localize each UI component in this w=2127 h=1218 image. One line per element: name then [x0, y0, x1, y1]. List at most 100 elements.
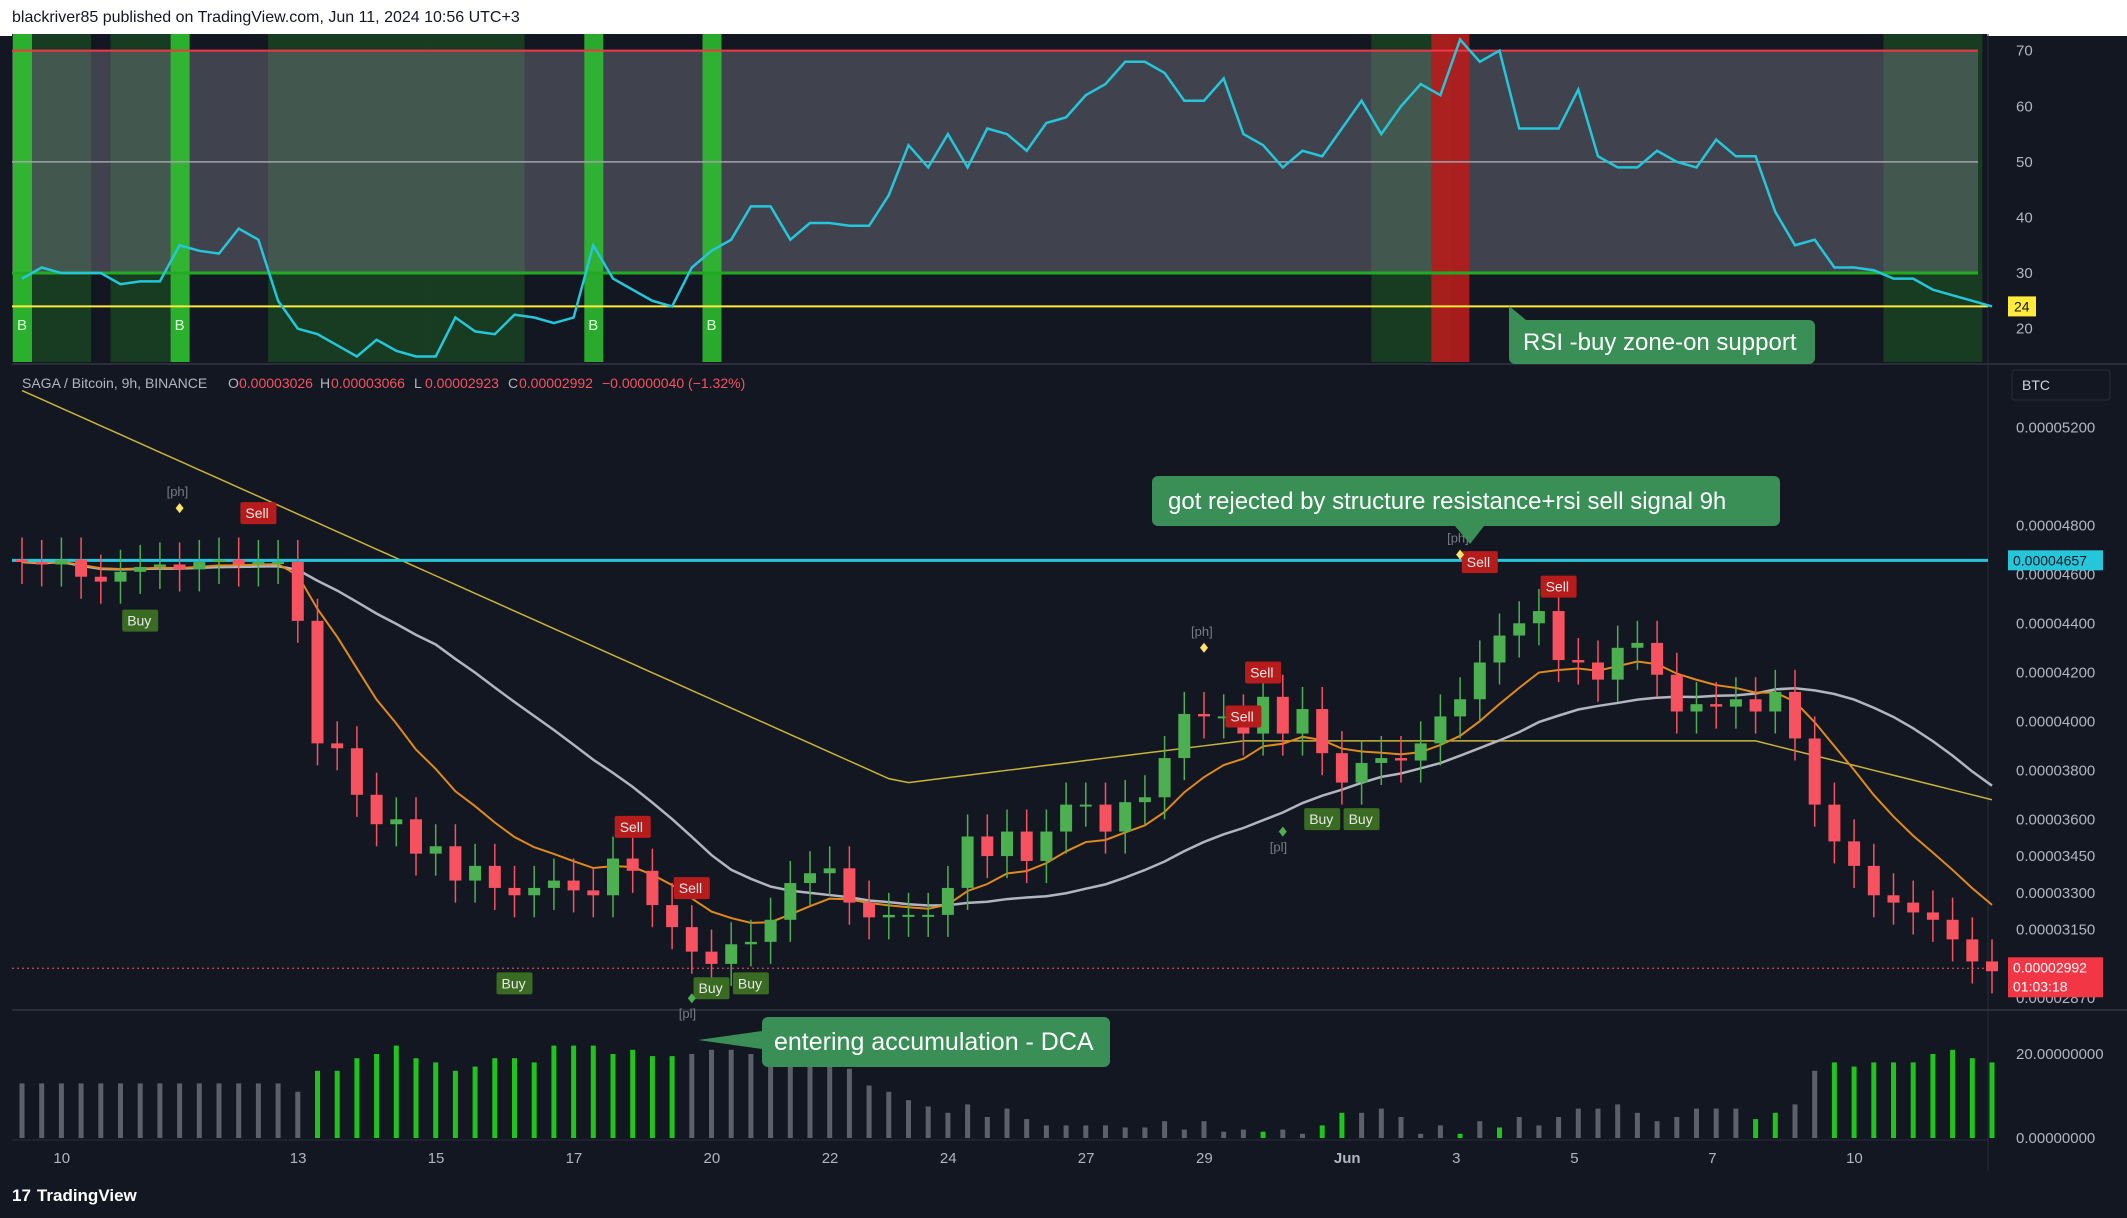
volume-bar	[906, 1100, 911, 1138]
time-axis-label: 10	[53, 1150, 70, 1167]
volume-bar	[137, 1083, 143, 1138]
rsi-buy-column	[584, 34, 604, 362]
time-axis-label: 13	[290, 1150, 307, 1167]
candle-body	[1198, 713, 1210, 717]
time-axis-label: 20	[704, 1150, 721, 1167]
volume-bar	[1575, 1108, 1581, 1138]
volume-bar	[945, 1112, 951, 1138]
candle-body	[1375, 758, 1388, 763]
ohlc-legend: SAGA / Bitcoin, 9h, BINANCE O 0.00003026 H 0…	[22, 375, 745, 391]
candle-body	[1690, 704, 1703, 712]
candle-body	[1001, 831, 1013, 857]
time-axis-label: 10	[1846, 1150, 1863, 1167]
currency-button[interactable]	[2011, 369, 2111, 401]
volume-bar	[354, 1058, 360, 1138]
volume-bar	[1497, 1127, 1502, 1138]
last-price-badge	[2008, 957, 2103, 998]
candle-body	[587, 890, 600, 896]
candle-body	[1729, 699, 1742, 707]
volume-bar	[630, 1049, 636, 1138]
candle-body	[981, 836, 994, 857]
volume-bar	[1556, 1117, 1562, 1138]
volume-bar	[1812, 1070, 1818, 1138]
legend-item: 0.00003026	[239, 375, 313, 391]
sell-signal-label: Sell	[1230, 709, 1253, 725]
time-axis-label: 22	[822, 1150, 839, 1167]
candle-body	[1611, 647, 1624, 680]
sell-signal	[1225, 705, 1262, 728]
volume-bar	[433, 1062, 439, 1138]
rsi-scale-label: 40	[2016, 209, 2033, 226]
tradingview-logo[interactable]: 17 TradingView	[12, 1186, 137, 1206]
time-axis-label: 17	[566, 1150, 583, 1167]
candle-body	[75, 559, 88, 577]
rsi-b-marker: B	[588, 317, 598, 334]
volume-bar	[1398, 1117, 1404, 1138]
candle-body	[291, 562, 304, 621]
volume-bar	[177, 1083, 183, 1138]
volume-bar	[512, 1058, 517, 1138]
time-axis-label: 7	[1708, 1150, 1716, 1167]
candle-body	[1119, 802, 1132, 832]
volume-bar	[275, 1083, 281, 1138]
volume-bar	[1063, 1125, 1069, 1138]
publisher-bar: blackriver85 published on TradingView.co…	[0, 0, 2127, 36]
candle-body	[1138, 797, 1151, 803]
volume-bar	[1851, 1066, 1857, 1138]
volume-bar	[728, 1049, 734, 1138]
volume-bar	[196, 1083, 202, 1138]
volume-bar	[1359, 1112, 1365, 1138]
pivot-marker	[1456, 549, 1465, 560]
volume-bar	[58, 1083, 64, 1138]
candle-body	[272, 562, 285, 565]
volume-bar	[393, 1045, 399, 1138]
candle-body	[16, 559, 28, 563]
volume-bar	[334, 1070, 340, 1138]
volume-bar	[689, 1054, 695, 1138]
rejection-callout-box	[1152, 476, 1780, 526]
legend-item: 0.00003066	[331, 375, 405, 391]
volume-bar	[1043, 1125, 1049, 1138]
volume-bar	[1004, 1108, 1010, 1138]
volume-bar	[19, 1083, 25, 1138]
candle-body	[1887, 895, 1900, 903]
candle-body	[1395, 758, 1407, 761]
volume-bar	[1536, 1125, 1542, 1138]
resistance-price-text: 0.00004657	[2013, 552, 2087, 568]
volume-bar	[886, 1091, 892, 1138]
volume-bar	[1378, 1108, 1384, 1138]
rsi-line	[21, 37, 1993, 358]
volume-bar	[39, 1083, 45, 1138]
volume-bar	[827, 1054, 833, 1138]
price-scale-label: 0.00003600	[2016, 811, 2095, 828]
rejection-callout-text: got rejected by structure resistance+rsi…	[1168, 488, 1726, 515]
candle-body	[1355, 762, 1368, 783]
volume-bar	[118, 1083, 123, 1138]
candle-body	[1217, 716, 1230, 719]
volume-bar	[98, 1083, 104, 1138]
candle-body	[1966, 939, 1979, 962]
candle-body	[1473, 662, 1486, 700]
pivot-high-label: [ph]	[1191, 624, 1213, 639]
volume-bar	[571, 1045, 577, 1138]
rsi-callout-box	[1509, 320, 1815, 364]
volume-bar	[1457, 1133, 1463, 1138]
candle-body	[331, 743, 344, 749]
pivot-marker	[1200, 642, 1208, 653]
last-price-text: 0.00002992	[2013, 959, 2087, 975]
volume-bar	[295, 1091, 301, 1138]
candle-body	[390, 819, 403, 825]
volume-bar	[807, 1049, 813, 1138]
candle-body	[370, 794, 383, 825]
candle-body	[1060, 804, 1073, 832]
candle-body	[902, 914, 915, 917]
price-scale-label: 0.00004800	[2016, 517, 2095, 534]
price-scale-label: 0.00003450	[2016, 848, 2095, 865]
long-ma-line	[21, 389, 1993, 801]
volume-bar	[1871, 1062, 1877, 1138]
countdown-text: 01:03:18	[2013, 978, 2068, 994]
candle-body	[863, 902, 876, 918]
volume-bar	[768, 1045, 774, 1138]
candle-body	[666, 905, 679, 928]
